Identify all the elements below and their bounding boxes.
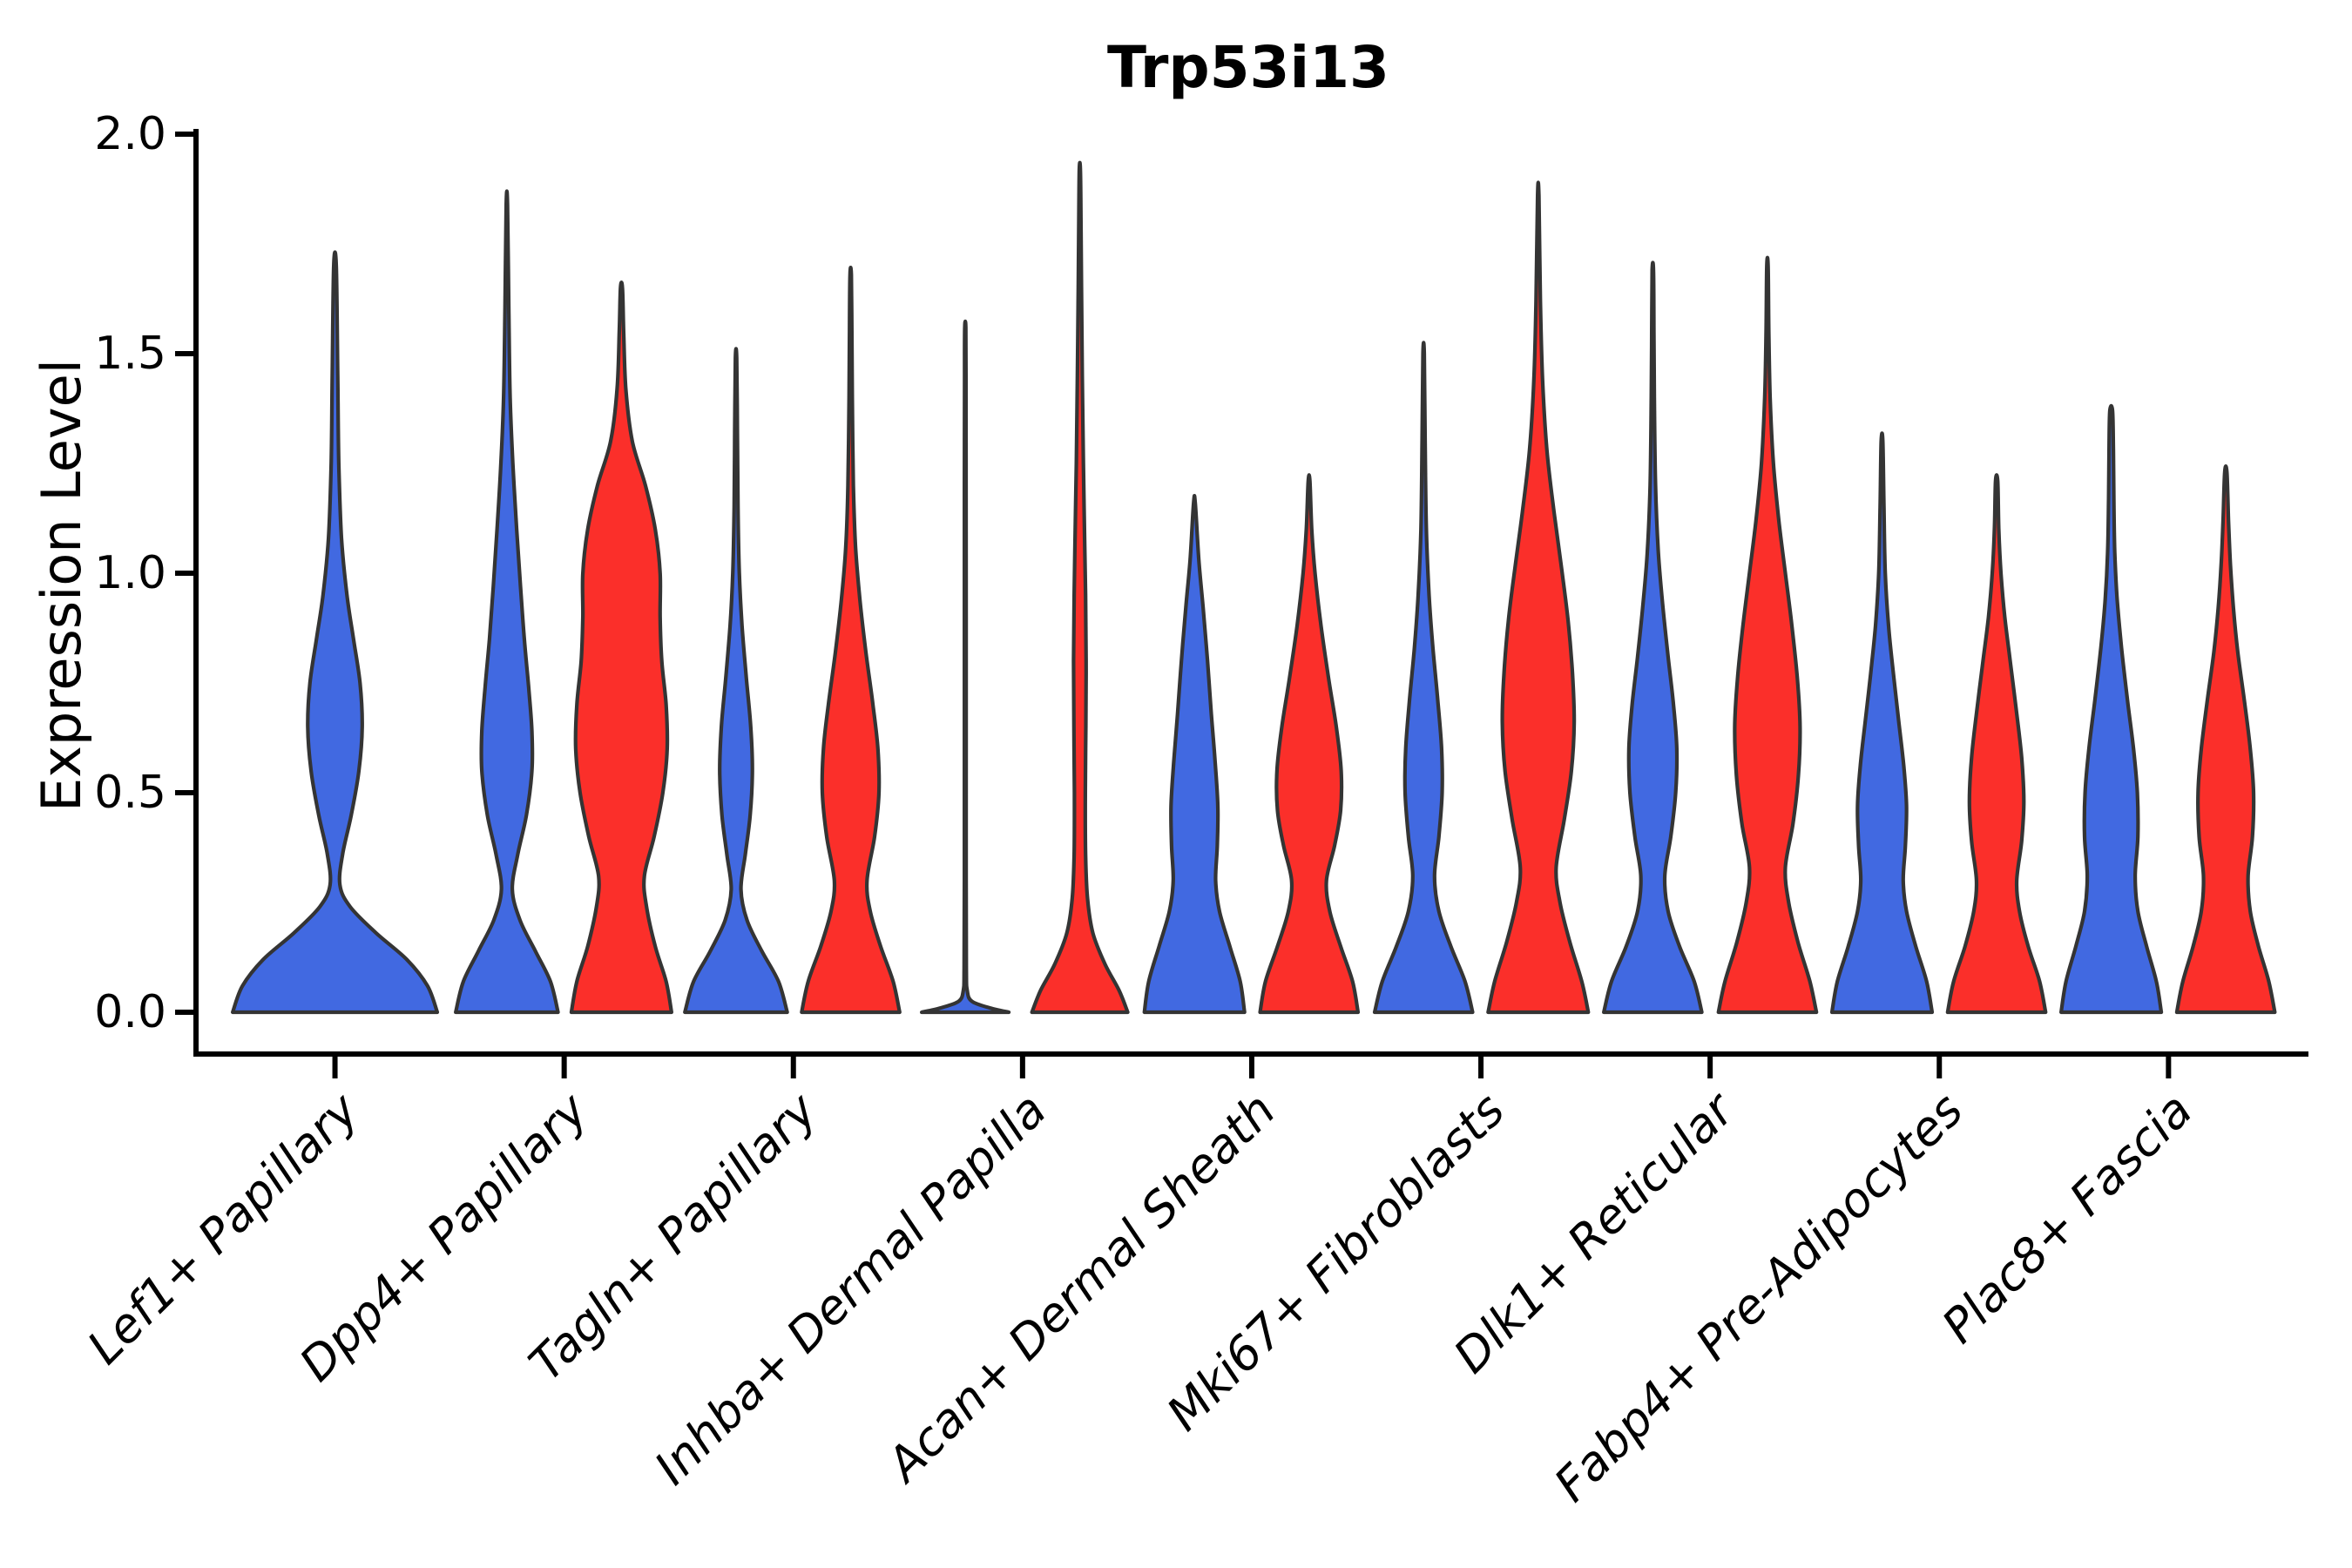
violin-dpp4-papillary-red (569, 280, 673, 1015)
violin-lef1-papillary-blue (231, 250, 440, 1015)
y-axis-label: Expression Level (30, 359, 93, 812)
x-tick-label-plac8-fascia: Plac8+ Fascia (1931, 1083, 2202, 1354)
y-tick-label: 0.0 (94, 986, 166, 1038)
x-tick-label-inhba-dermal-papilla: Inhba+ Dermal Papilla (644, 1083, 1057, 1496)
violin-inhba-dermal-papilla-red (1030, 160, 1130, 1015)
y-tick-label: 0.5 (94, 767, 166, 819)
y-tick-label: 1.0 (94, 547, 166, 599)
y-tick-label: 2.0 (94, 108, 166, 160)
violin-tagln-papillary-blue (683, 347, 789, 1015)
y-tick-label: 1.5 (94, 328, 166, 380)
violin-dlk1-reticular-blue (1602, 260, 1704, 1015)
violin-tagln-papillary-red (800, 266, 902, 1015)
x-tick-label-fabp4-pre-adipocytes: Fabp4+ Pre-Adipocytes (1544, 1083, 1973, 1512)
violin-plac8-fascia-blue (2059, 403, 2164, 1015)
violin-inhba-dermal-papilla-blue (920, 319, 1011, 1015)
violin-mki67-fibroblasts-blue (1372, 341, 1475, 1015)
violin-dlk1-reticular-red (1716, 255, 1819, 1015)
violin-dpp4-papillary-blue (454, 189, 560, 1015)
x-tick-label-acan-dermal-sheath: Acan+ Dermal Sheath (875, 1083, 1286, 1494)
violin-plac8-fascia-red (2174, 464, 2277, 1015)
violins-layer (231, 160, 2277, 1015)
violin-fabp4-pre-adipocytes-red (1945, 473, 2048, 1015)
violin-mki67-fibroblasts-red (1486, 180, 1591, 1015)
chart-title: Trp53i13 (1107, 34, 1389, 101)
violin-fabp4-pre-adipocytes-blue (1829, 431, 1935, 1015)
violin-acan-dermal-sheath-blue (1142, 494, 1247, 1015)
violin-acan-dermal-sheath-red (1258, 473, 1361, 1015)
